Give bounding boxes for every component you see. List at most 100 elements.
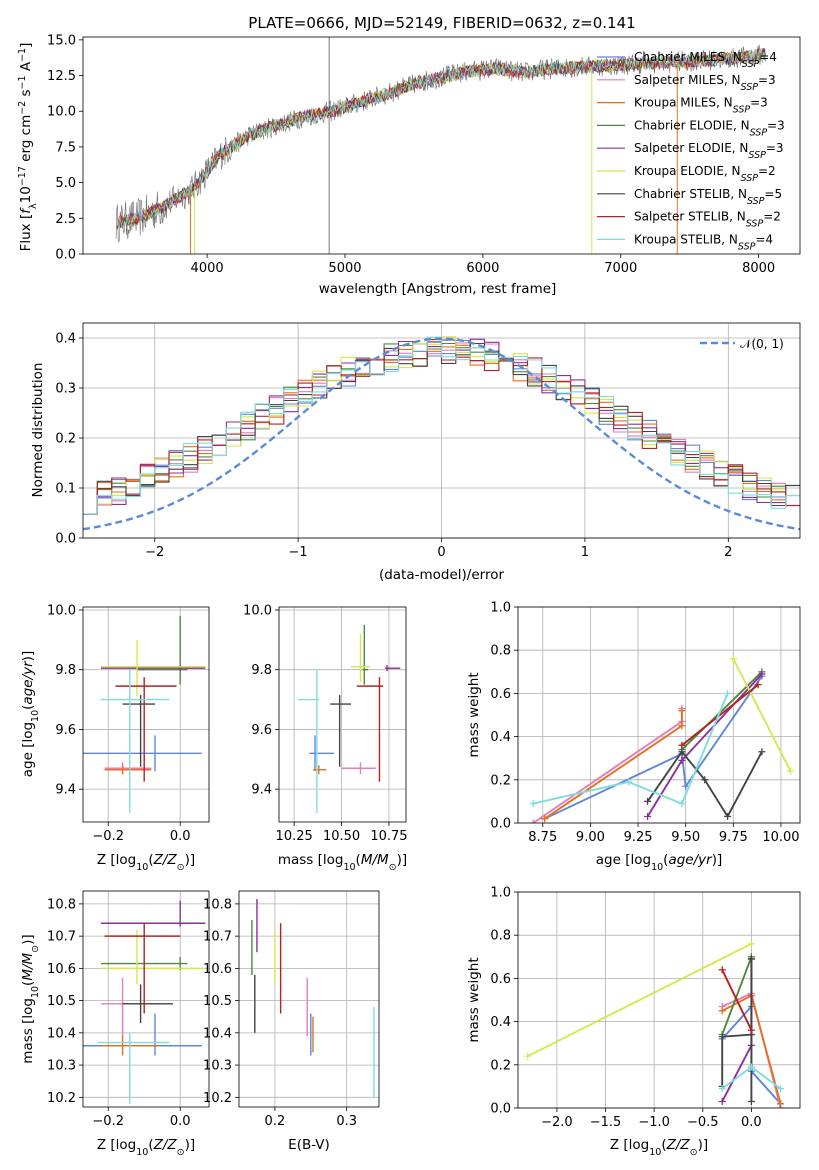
weight-vs-age-xtick-label: 9.25	[624, 830, 653, 845]
weight-vs-Z-ylabel: mass weight	[466, 957, 482, 1042]
spectrum-ytick-label: 7.5	[55, 140, 76, 155]
age-vs-mass-axes: 10.25 10.50 10.75 9.4 9.6 9.8 10.0	[243, 603, 408, 844]
mass-vs-ebv-axes: 0.2 0.3 10.2 10.3 10.4 10.5 10.6 10.7 10.8	[203, 890, 380, 1129]
weight-vs-Z-ytick-label: 1.0	[490, 886, 511, 901]
mass-vs-Z-xtick-label: −0.2	[92, 1114, 124, 1129]
weight-point	[718, 1098, 726, 1106]
age-vs-Z-xlabel: Z [log10(Z/Z⊙)]	[97, 852, 195, 873]
weight-point	[644, 813, 652, 821]
residuals-ylabel: Normed distribution	[30, 363, 46, 498]
weight-line	[681, 684, 759, 746]
weight-vs-age-xlabel: age [log10(age/yr)]	[596, 852, 722, 873]
spectrum-ytick-label: 15.0	[47, 33, 76, 48]
weight-line	[527, 942, 752, 1058]
mass-vs-ebv-plot-area	[251, 899, 375, 1098]
spectrum-axes: 4000 5000 6000 7000 8000 0.0 2.5 5.0 7.5 10.0 12.5…	[47, 33, 801, 276]
weight-vs-Z-xtick-label: 0.0	[741, 1115, 762, 1130]
age-vs-mass-ytick-label: 9.6	[251, 723, 272, 738]
residuals-ytick-label: 0.0	[55, 532, 76, 547]
model-fit-line	[117, 47, 766, 229]
legend-entry-label: Chabrier MILES, NSSP=4	[634, 50, 777, 70]
spectrum-ytick-label: 2.5	[55, 212, 76, 227]
weight-vs-Z-frame	[517, 891, 801, 1109]
mass-vs-ebv-ytick-label: 10.6	[203, 962, 232, 977]
mass-vs-Z-xtick-label: 0.0	[170, 1114, 191, 1129]
weight-vs-Z-ytick-label: 0.4	[490, 1015, 511, 1030]
weight-vs-age-xtick-label: 10.00	[762, 830, 799, 845]
weight-point	[724, 689, 732, 697]
mass-vs-ebv-ytick-label: 10.7	[203, 930, 232, 945]
weight-line	[532, 708, 683, 823]
mass-vs-Z-plot-area	[83, 900, 206, 1104]
weight-line	[544, 710, 683, 820]
weight-point	[747, 955, 755, 963]
weight-line	[721, 969, 753, 1031]
spectrum-frame	[82, 36, 801, 255]
legend-entry-label: Kroupa MILES, NSSP=3	[634, 96, 768, 116]
residual-histogram-step	[83, 339, 800, 515]
weight-vs-Z-axes: −2.0 −1.5 −1.0 −0.5 0.0 0.0 0.2 0.4 0.6 0.8 1.0	[490, 886, 801, 1130]
mass-vs-Z-ytick-label: 10.5	[47, 994, 76, 1009]
weight-point	[529, 800, 537, 808]
residuals-legend-label: 𝒩(0, 1)	[740, 337, 784, 351]
mass-vs-ebv-frame	[238, 890, 380, 1108]
weight-point	[786, 767, 794, 775]
legend-entry-label: Kroupa STELIB, NSSP=4	[634, 232, 773, 252]
weight-vs-Z-ytick-label: 0.6	[490, 972, 511, 987]
weight-line	[681, 671, 763, 751]
age-vs-Z-xtick-label: 0.0	[170, 829, 191, 844]
age-vs-Z-plot-area	[83, 615, 206, 814]
spectrum-ytick-label: 10.0	[47, 105, 76, 120]
age-vs-Z-axes: −0.2 0.0 9.4 9.6 9.8 10.0	[47, 603, 210, 844]
residuals-axes: −2 −1 0 1 2 0.0 0.1 0.2 0.3 0.4	[55, 322, 801, 560]
mass-vs-ebv-ytick-label: 10.3	[203, 1059, 232, 1074]
age-vs-Z-ytick-label: 10.0	[47, 603, 76, 618]
residual-histogram-step	[83, 336, 800, 515]
weight-point	[754, 681, 762, 689]
weight-point	[724, 813, 732, 821]
spectrum-legend: Chabrier MILES, NSSP=4 Salpeter MILES, NS…	[597, 50, 785, 252]
age-vs-Z-ytick-label: 9.6	[55, 723, 76, 738]
legend-entry-label: Salpeter MILES, NSSP=3	[634, 73, 776, 93]
mass-vs-Z-ylabel: mass [log10(M/M⊙)]	[20, 934, 41, 1063]
weight-vs-age-frame	[517, 606, 801, 824]
spectrum-xtick-label: 8000	[742, 261, 775, 276]
mass-vs-Z-axes: −0.2 0.0 10.2 10.3 10.4 10.5 10.6 10.7 10.8	[47, 890, 210, 1129]
spectrum-ytick-label: 5.0	[55, 176, 76, 191]
weight-vs-age-xtick-label: 9.50	[671, 830, 700, 845]
weight-point	[678, 756, 686, 764]
age-vs-Z-ytick-label: 9.4	[55, 783, 76, 798]
figure-title: PLATE=0666, MJD=52149, FIBERID=0632, z=0…	[248, 14, 635, 32]
mass-vs-Z-xlabel: Z [log10(Z/Z⊙)]	[97, 1137, 195, 1158]
weight-point	[678, 722, 686, 730]
weight-point	[758, 670, 766, 678]
weight-vs-age-ytick-label: 1.0	[490, 601, 511, 616]
mass-vs-ebv-ytick-label: 10.8	[203, 897, 232, 912]
weight-line	[532, 693, 729, 805]
weight-point	[747, 1026, 755, 1034]
weight-vs-age-ytick-label: 0.4	[490, 730, 511, 745]
weight-point	[718, 966, 726, 974]
mass-vs-Z-frame	[82, 890, 210, 1108]
weight-line	[732, 658, 792, 772]
weight-vs-Z-xtick-label: −1.0	[638, 1115, 670, 1130]
weight-vs-age-ytick-label: 0.2	[490, 773, 511, 788]
legend-entry-label: Salpeter ELODIE, NSSP=3	[634, 141, 784, 161]
mass-vs-Z-ytick-label: 10.6	[47, 962, 76, 977]
spectrum-ytick-label: 0.0	[55, 248, 76, 263]
age-vs-Z-xtick-label: −0.2	[92, 829, 124, 844]
weight-point	[718, 1033, 726, 1041]
weight-point	[777, 1085, 785, 1093]
age-vs-mass-xlabel: mass [log10(M/M⊙)]	[278, 852, 407, 873]
weight-line	[721, 956, 753, 1035]
age-vs-mass-ytick-label: 9.4	[251, 783, 272, 798]
mass-vs-ebv-ytick-label: 10.2	[203, 1091, 232, 1106]
residuals-xtick-label: 0	[437, 545, 445, 560]
legend-entry-label: Kroupa ELODIE, NSSP=2	[634, 164, 776, 184]
age-vs-Z-frame	[82, 606, 210, 823]
mass-vs-ebv-ytick-label: 10.5	[203, 994, 232, 1009]
mass-vs-Z-ytick-label: 10.8	[47, 897, 76, 912]
plots-layer: 4000 5000 6000 7000 80000.02.55.07.510.012.5…	[17, 33, 801, 1158]
residuals-ytick-label: 0.3	[55, 382, 76, 397]
